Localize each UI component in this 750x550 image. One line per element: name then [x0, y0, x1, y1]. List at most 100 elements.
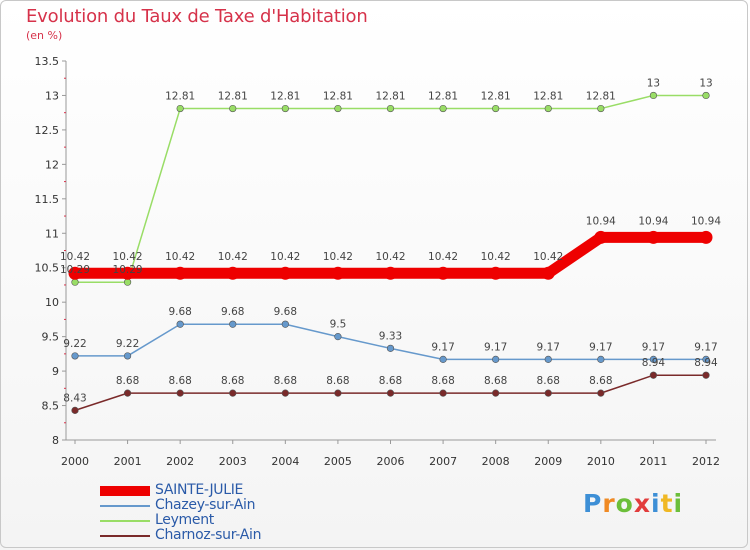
data-point — [176, 320, 184, 328]
data-label: 10.42 — [270, 251, 300, 263]
data-label: 9.5 — [330, 319, 347, 331]
x-tick-label: 2006 — [377, 455, 405, 468]
data-point — [544, 355, 552, 363]
data-label: 10.94 — [691, 215, 721, 227]
data-label: 9.17 — [537, 341, 560, 353]
data-point — [278, 266, 292, 280]
data-point — [541, 266, 555, 280]
brand-letter: i — [651, 489, 661, 518]
y-tick-label: 8 — [52, 434, 59, 447]
data-label: 12.81 — [428, 91, 458, 103]
y-tick-label: 11 — [45, 227, 59, 240]
x-tick-label: 2001 — [114, 455, 142, 468]
legend-swatch — [100, 520, 150, 522]
data-label: 9.22 — [116, 338, 139, 350]
brand-letter: P — [583, 489, 603, 518]
data-point — [386, 389, 395, 397]
brand-letter: o — [615, 489, 634, 518]
data-label: 8.94 — [694, 357, 718, 369]
data-label: 9.68 — [274, 306, 297, 318]
data-label: 8.68 — [221, 375, 244, 387]
legend-label: Charnoz-sur-Ain — [155, 527, 262, 543]
data-label: 13 — [647, 77, 660, 89]
data-point — [334, 333, 342, 341]
chart-title: Evolution du Taux de Taxe d'Habitation — [26, 6, 368, 27]
data-point — [71, 278, 79, 286]
x-tick-label: 2011 — [639, 455, 667, 468]
data-label: 10.29 — [113, 264, 143, 276]
data-point — [702, 355, 710, 363]
data-point — [439, 389, 447, 397]
data-point — [386, 104, 395, 113]
data-label: 8.68 — [589, 375, 612, 387]
data-point — [71, 352, 79, 360]
legend-label: Chazey-sur-Ain — [155, 497, 256, 513]
chart-subtitle: (en %) — [26, 29, 63, 42]
data-label: 8.68 — [431, 375, 454, 387]
data-label: 10.29 — [60, 264, 90, 276]
data-label: 12.81 — [533, 91, 563, 103]
data-label: 10.42 — [323, 251, 353, 263]
data-label: 10.42 — [113, 251, 143, 263]
data-label: 10.42 — [375, 251, 405, 263]
legend-swatch — [100, 505, 150, 507]
x-tick-label: 2003 — [219, 455, 247, 468]
data-label: 12.81 — [218, 91, 248, 103]
data-label: 10.42 — [533, 251, 563, 263]
data-point — [699, 230, 713, 244]
x-tick-label: 2012 — [692, 455, 720, 468]
data-label: 8.68 — [379, 375, 402, 387]
data-label: 10.42 — [428, 251, 458, 263]
brand-letter: x — [633, 489, 651, 518]
x-tick-label: 2004 — [271, 455, 299, 468]
data-point — [544, 389, 552, 397]
data-label: 9.17 — [431, 341, 454, 353]
legend-label: Leyment — [155, 512, 214, 528]
data-point — [281, 104, 289, 113]
x-tick-label: 2005 — [324, 455, 352, 468]
data-point — [649, 355, 658, 363]
data-point — [386, 344, 395, 352]
data-label: 10.42 — [218, 251, 248, 263]
x-tick-label: 2010 — [587, 455, 615, 468]
data-point — [226, 266, 240, 280]
data-point — [334, 104, 342, 113]
data-point — [597, 104, 605, 113]
brand-letter: r — [602, 489, 616, 518]
data-label: 8.68 — [326, 375, 349, 387]
data-point — [384, 266, 397, 280]
data-point — [68, 266, 82, 280]
legend-swatch — [100, 486, 150, 496]
data-point — [173, 266, 187, 280]
data-point — [544, 104, 552, 113]
data-point — [597, 389, 605, 397]
data-point — [649, 371, 658, 379]
data-label: 10.42 — [165, 251, 195, 263]
data-label: 9.68 — [221, 306, 244, 318]
data-label: 10.42 — [60, 251, 90, 263]
y-tick-label: 11.5 — [35, 193, 60, 206]
x-tick-label: 2002 — [166, 455, 194, 468]
y-tick-label: 13 — [45, 89, 59, 102]
data-point — [123, 389, 132, 397]
data-point — [123, 352, 132, 360]
data-label: 9.33 — [379, 330, 402, 342]
data-point — [492, 104, 500, 113]
data-point — [436, 266, 450, 280]
data-point — [281, 389, 289, 397]
legend-swatch — [100, 535, 150, 537]
data-label: 8.68 — [484, 375, 507, 387]
data-point — [439, 355, 447, 363]
data-label: 10.94 — [638, 215, 668, 227]
data-point — [646, 230, 660, 244]
data-point — [331, 266, 345, 280]
data-point — [71, 406, 79, 414]
data-label: 8.68 — [116, 375, 139, 387]
data-label: 12.81 — [165, 91, 195, 103]
y-tick-label: 13.5 — [35, 55, 60, 68]
x-tick-label: 2008 — [482, 455, 510, 468]
data-label: 9.17 — [694, 341, 717, 353]
y-tick-label: 9 — [52, 365, 59, 378]
